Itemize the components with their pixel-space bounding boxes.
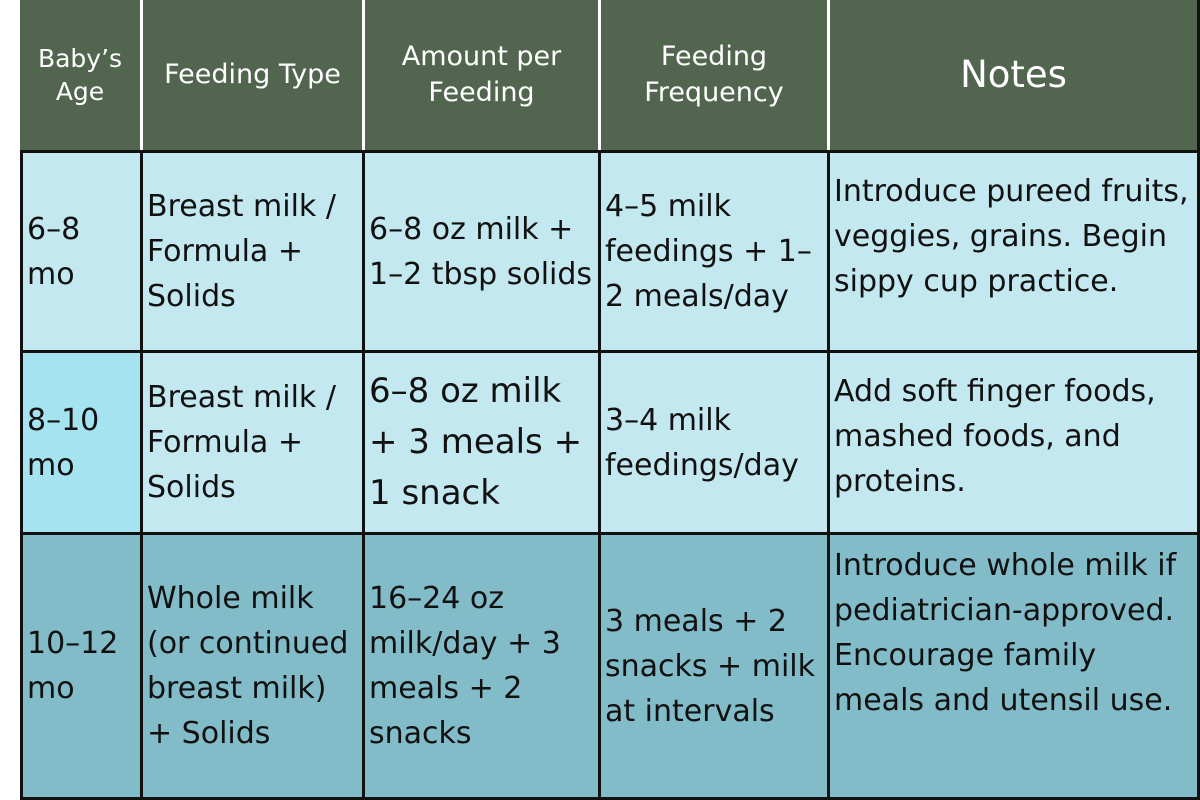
row-1-type: Breast milk / Formula + Solids	[140, 150, 362, 350]
row-1-age: 6–8 mo	[20, 150, 140, 350]
row-2-frequency: 3–4 milk feedings/day	[598, 350, 827, 532]
row-3-frequency: 3 meals + 2 snacks + milk at intervals	[598, 532, 827, 800]
row-3-age: 10–12 mo	[20, 532, 140, 800]
row-1-notes: Introduce pureed fruits, veggies, grains…	[827, 150, 1200, 350]
header-frequency: Feeding Frequency	[598, 0, 827, 150]
feeding-table: Baby’s Age Feeding Type Amount per Feedi…	[20, 0, 1200, 800]
header-notes: Notes	[827, 0, 1200, 150]
row-3-amount: 16–24 oz milk/day + 3 meals + 2 snacks	[362, 532, 598, 800]
header-feeding-type: Feeding Type	[140, 0, 362, 150]
row-2-notes: Add soft finger foods, mashed foods, and…	[827, 350, 1200, 532]
header-age: Baby’s Age	[20, 0, 140, 150]
row-3-notes: Introduce whole milk if pediatrician-app…	[827, 532, 1200, 800]
row-2-type: Breast milk / Formula + Solids	[140, 350, 362, 532]
row-1-frequency: 4–5 milk feedings + 1–2 meals/day	[598, 150, 827, 350]
row-1-amount: 6–8 oz milk + 1–2 tbsp solids	[362, 150, 598, 350]
row-2-amount: 6–8 oz milk + 3 meals + 1 snack	[362, 350, 598, 532]
header-amount: Amount per Feeding	[362, 0, 598, 150]
row-3-type: Whole milk (or continued breast milk) + …	[140, 532, 362, 800]
row-2-age: 8–10 mo	[20, 350, 140, 532]
